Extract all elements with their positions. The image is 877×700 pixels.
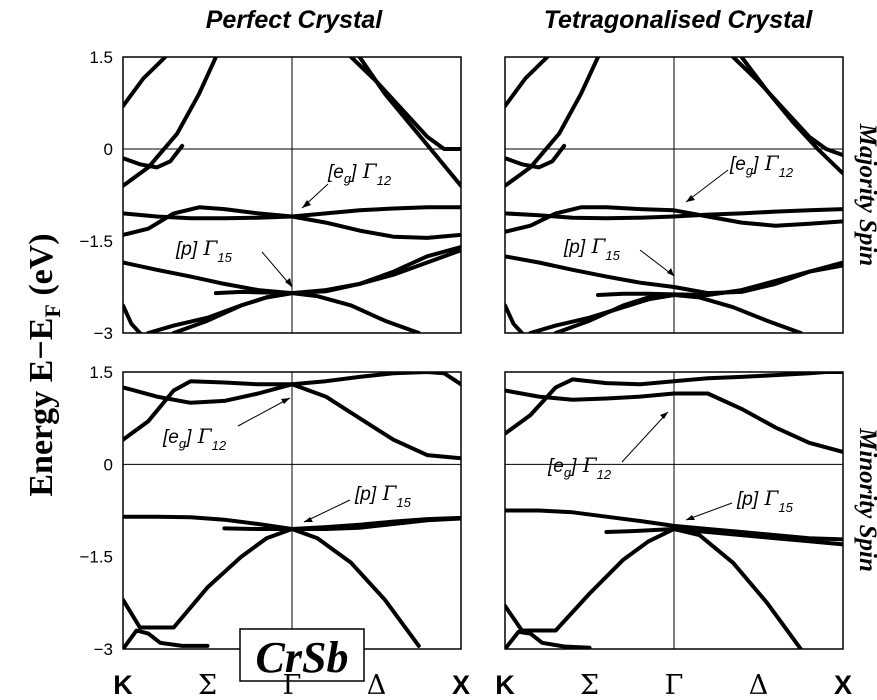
k-point-label: X bbox=[834, 670, 852, 700]
band-line bbox=[505, 508, 843, 542]
svg-text:[eg] Γ12: [eg] Γ12 bbox=[327, 159, 392, 188]
band-line bbox=[123, 303, 142, 333]
annotation-arrow bbox=[621, 411, 669, 463]
svg-text:[p] Γ15: [p] Γ15 bbox=[175, 236, 233, 265]
annotation-arrow bbox=[237, 397, 291, 427]
material-badge-text: CrSb bbox=[256, 633, 349, 682]
band-line bbox=[553, 293, 803, 333]
svg-text:[p] Γ15: [p] Γ15 bbox=[354, 481, 412, 510]
annotation-arrow bbox=[303, 499, 351, 523]
annotation-p-tetragonalised-majority: [p] Γ15 bbox=[563, 234, 675, 277]
panel-frame bbox=[122, 56, 462, 334]
annotation-eg-perfect-majority: [eg] Γ12 bbox=[301, 159, 392, 209]
title-perfect-crystal: Perfect Crystal bbox=[206, 6, 384, 34]
band-line bbox=[505, 143, 567, 170]
k-point-label: Γ bbox=[665, 670, 684, 700]
annotation-arrow bbox=[685, 502, 733, 521]
panel-tetragonalised-majority bbox=[504, 56, 844, 334]
svg-text:[eg] Γ12: [eg] Γ12 bbox=[547, 453, 612, 482]
annotation-p-tetragonalised-minority: [p] Γ15 bbox=[685, 486, 794, 521]
k-point-label: K bbox=[495, 670, 515, 700]
y-tick-label: −3 bbox=[94, 640, 113, 659]
annotation-p-perfect-minority: [p] Γ15 bbox=[303, 481, 412, 523]
annotation-eg-perfect-minority: [eg] Γ12 bbox=[162, 397, 291, 453]
y-tick-label: 0 bbox=[104, 455, 113, 474]
k-point-label: Δ bbox=[749, 670, 769, 700]
panel-frame bbox=[504, 56, 844, 334]
y-tick-label: 1.5 bbox=[89, 48, 113, 67]
annotation-eg-tetragonalised-minority: [eg] Γ12 bbox=[547, 411, 669, 482]
y-axis-label: Energy E−EF (eV) bbox=[23, 233, 65, 496]
band-line bbox=[596, 263, 843, 297]
minority-spin-label: Minority Spin bbox=[854, 427, 877, 572]
majority-spin-label: Majority Spin bbox=[854, 123, 877, 266]
y-tick-label: −1.5 bbox=[79, 548, 113, 567]
panel-perfect-minority: 1.5 0 −1.5 −3 bbox=[79, 363, 462, 659]
band-line bbox=[505, 205, 843, 234]
annotation-arrow bbox=[685, 169, 729, 203]
band-line bbox=[123, 57, 168, 109]
band-line bbox=[505, 303, 524, 333]
band-line bbox=[123, 57, 218, 188]
band-line bbox=[123, 628, 210, 649]
annotation-eg-tetragonalised-majority: [eg] Γ12 bbox=[685, 151, 794, 203]
y-tick-label: 0 bbox=[104, 140, 113, 159]
band-line bbox=[731, 57, 843, 158]
band-line bbox=[171, 291, 421, 333]
band-line bbox=[505, 207, 843, 221]
svg-text:[eg] Γ12: [eg] Γ12 bbox=[729, 151, 794, 180]
material-badge: CrSb bbox=[239, 628, 365, 682]
band-line bbox=[505, 629, 592, 649]
k-point-label: Γ bbox=[283, 670, 302, 700]
svg-text:[eg] Γ12: [eg] Γ12 bbox=[162, 424, 227, 453]
svg-text:[p] Γ15: [p] Γ15 bbox=[736, 486, 794, 515]
y-tick-label: −1.5 bbox=[79, 232, 113, 251]
k-point-label: Σ bbox=[580, 670, 599, 700]
svg-text:[p] Γ15: [p] Γ15 bbox=[563, 234, 621, 263]
band-line bbox=[123, 382, 461, 461]
band-line bbox=[123, 143, 185, 170]
y-tick-label: −3 bbox=[94, 324, 113, 343]
k-point-label: Δ bbox=[367, 670, 387, 700]
annotation-p-perfect-majority: [p] Γ15 bbox=[175, 236, 293, 288]
panel-tetragonalised-minority bbox=[504, 371, 844, 650]
band-line bbox=[222, 516, 461, 531]
band-line bbox=[505, 527, 803, 649]
title-tetragonalised-crystal: Tetragonalised Crystal bbox=[544, 6, 814, 34]
band-line bbox=[123, 205, 461, 240]
band-line bbox=[505, 57, 600, 188]
k-point-label: X bbox=[452, 670, 470, 700]
band-line bbox=[505, 388, 843, 454]
band-line bbox=[505, 372, 843, 436]
band-line bbox=[123, 527, 421, 648]
band-line bbox=[604, 527, 843, 547]
panel-perfect-majority: 1.5 0 −1.5 −3 bbox=[79, 48, 462, 343]
panel-frame bbox=[504, 371, 844, 650]
y-tick-label: 1.5 bbox=[89, 363, 113, 382]
band-line bbox=[505, 57, 550, 109]
band-line bbox=[349, 57, 461, 151]
k-point-label: Σ bbox=[198, 670, 217, 700]
band-line bbox=[213, 248, 461, 296]
k-point-label: K bbox=[113, 670, 133, 700]
